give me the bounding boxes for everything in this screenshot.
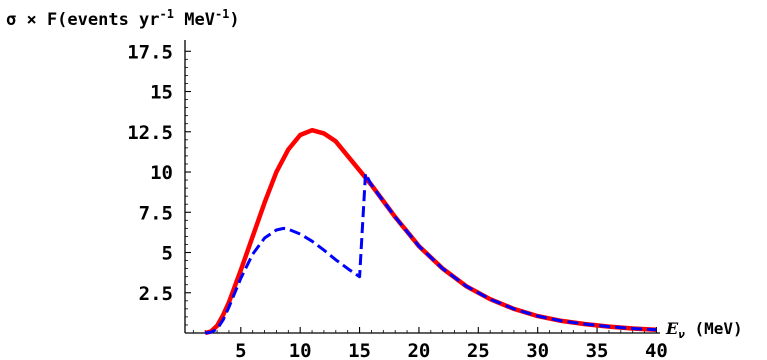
y-axis-label-exp1: -1 <box>160 7 174 21</box>
y-tick-label: 2.5 <box>139 283 173 305</box>
x-axis-label-subscript: ν <box>678 328 685 341</box>
series <box>204 127 657 336</box>
y-axis-label-exp2: -1 <box>215 7 229 21</box>
y-axis-label-main: σ × F(events yr <box>6 10 160 30</box>
y-tick-label: 10 <box>150 162 173 184</box>
ticks: 5 10 15 20 25 30 35 40 2.5 5 7.5 10 12.5 15 17.5 <box>127 41 668 360</box>
x-tick-label: 10 <box>289 340 312 360</box>
x-tick-label: 15 <box>348 340 371 360</box>
y-axis-label: σ × F(events yr-1 MeV-1) <box>6 7 240 30</box>
y-tick-label: 7.5 <box>139 202 173 224</box>
y-tick-label: 12.5 <box>127 122 173 144</box>
x-tick-label: 40 <box>645 340 668 360</box>
x-tick-label: 30 <box>526 340 549 360</box>
y-tick-label: 17.5 <box>127 41 173 63</box>
x-tick-label: 5 <box>235 340 246 360</box>
series-line-dashed <box>204 172 657 335</box>
x-tick-label: 35 <box>586 340 609 360</box>
x-tick-label: 25 <box>467 340 490 360</box>
y-axis-label-end: ) <box>229 10 239 30</box>
x-axis-label-unit: (MeV) <box>685 319 743 338</box>
x-tick-label: 20 <box>407 340 430 360</box>
x-axis-label: Eν (MeV) <box>665 319 743 341</box>
y-tick-label: 15 <box>150 82 173 104</box>
y-axis-label-mid: MeV <box>174 10 215 30</box>
series-line-solid <box>204 127 657 336</box>
x-axis-label-symbol: E <box>665 319 679 338</box>
y-tick-label: 5 <box>162 243 173 265</box>
axes <box>184 40 660 334</box>
